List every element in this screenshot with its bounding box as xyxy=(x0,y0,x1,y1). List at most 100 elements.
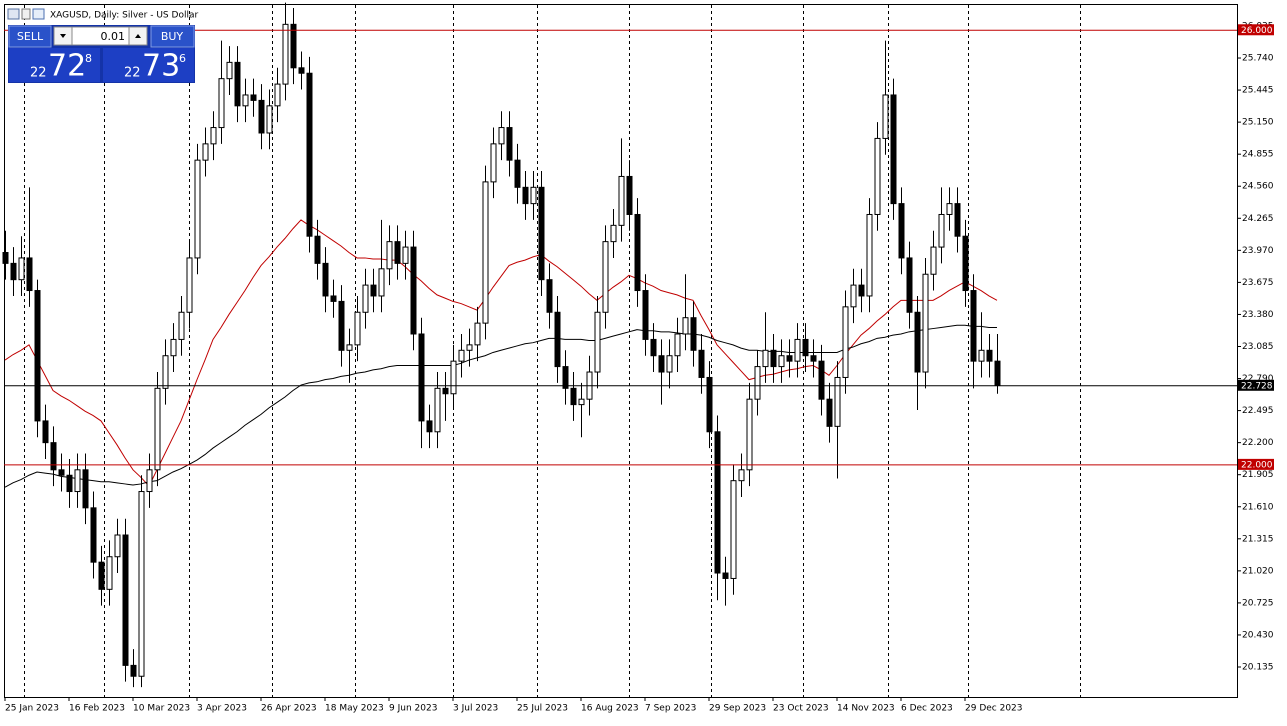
candle-body xyxy=(890,94,897,205)
y-tick-label: 20.135 xyxy=(1242,663,1274,673)
sell-button[interactable] xyxy=(8,25,52,48)
candle-body xyxy=(538,186,545,281)
candle-body xyxy=(202,143,209,161)
candle-body xyxy=(570,387,577,406)
candle-body xyxy=(922,273,929,373)
candle-body xyxy=(898,203,905,259)
sell-label[interactable]: SELL xyxy=(17,30,44,43)
x-tick-label: 25 Jul 2023 xyxy=(517,704,568,714)
candle-body xyxy=(2,252,9,264)
candle-body xyxy=(98,561,105,590)
candle-body xyxy=(946,203,953,215)
candle-body xyxy=(282,23,289,85)
buy-label[interactable]: BUY xyxy=(161,30,184,43)
bid-big: 72 xyxy=(48,49,86,84)
candle-body xyxy=(674,333,681,357)
y-tick-label: 24.560 xyxy=(1242,182,1274,192)
y-tick-label: 23.380 xyxy=(1242,310,1274,320)
candle-body xyxy=(426,420,433,433)
candle-body xyxy=(66,474,73,493)
candle-body xyxy=(506,127,513,161)
ask-small: 6 xyxy=(179,52,186,65)
candle-body xyxy=(498,127,505,145)
icon xyxy=(21,8,31,20)
candle-body xyxy=(938,213,945,248)
candle-body xyxy=(794,338,801,362)
candle-body xyxy=(882,94,889,139)
candle-body xyxy=(194,159,201,259)
candle-body xyxy=(914,311,921,373)
candle-body xyxy=(226,61,233,80)
symbol-title: XAGUSD, Daily: Silver - US Dollar xyxy=(50,11,198,21)
candle-body xyxy=(866,213,873,297)
candle-body xyxy=(10,262,17,281)
candle-body xyxy=(714,431,721,574)
bid-box[interactable] xyxy=(9,48,100,82)
buy-button[interactable] xyxy=(150,25,195,48)
candle-body xyxy=(818,360,825,400)
candle-body xyxy=(682,317,689,335)
y-tick-label: 22.495 xyxy=(1242,406,1274,416)
candle-body xyxy=(266,105,273,134)
candle-body xyxy=(634,213,641,292)
x-tick-label: 23 Oct 2023 xyxy=(773,704,829,714)
candle-body xyxy=(618,175,625,226)
x-tick-label: 10 Mar 2023 xyxy=(133,704,190,714)
candle-body xyxy=(962,235,969,292)
candle-body xyxy=(954,203,961,237)
x-tick-label: 26 Apr 2023 xyxy=(261,704,317,714)
candle-body xyxy=(26,257,33,292)
candle-body xyxy=(290,23,297,69)
candle-body xyxy=(626,175,633,215)
candle-body xyxy=(154,387,161,471)
candle-body xyxy=(346,344,353,351)
candle-body xyxy=(530,186,537,205)
candle-body xyxy=(730,480,737,579)
moving-average xyxy=(4,219,998,487)
ask-big: 73 xyxy=(142,49,180,84)
candle-body xyxy=(658,355,665,373)
candle-body xyxy=(386,241,393,270)
candle-body xyxy=(650,338,657,357)
candle-body xyxy=(306,72,313,237)
candle-body xyxy=(82,469,89,509)
candle-body xyxy=(378,268,385,297)
candle-body xyxy=(106,556,113,590)
candle-body xyxy=(42,420,49,444)
candle-body xyxy=(418,333,425,422)
candle-body xyxy=(738,469,745,482)
header: XAGUSD, Daily: Silver - US Dollar xyxy=(7,8,198,21)
candle-body xyxy=(522,186,529,205)
candle-body xyxy=(746,398,753,471)
ask-box[interactable] xyxy=(103,48,194,82)
candle-body xyxy=(298,67,305,74)
candle-body xyxy=(562,366,569,389)
candle-body xyxy=(234,61,241,107)
candle-body xyxy=(762,349,769,368)
candle-body xyxy=(602,241,609,313)
candle-body xyxy=(554,311,561,368)
candle-body xyxy=(482,181,489,324)
candle-body xyxy=(642,290,649,340)
candle-body xyxy=(978,349,985,362)
candle-body xyxy=(274,83,281,107)
candle-body xyxy=(130,664,137,677)
candle-body xyxy=(50,442,57,471)
trade-panel: SELL 0.01 BUY 22 72 8 22 73 6 xyxy=(8,25,195,84)
candle-body xyxy=(210,127,217,145)
candle-body xyxy=(402,246,409,264)
y-tick-label: 23.970 xyxy=(1242,246,1274,256)
level-label-box xyxy=(1238,379,1274,391)
y-tick-label: 21.905 xyxy=(1242,470,1274,480)
y-tick-label: 22.200 xyxy=(1242,438,1274,448)
candle-body xyxy=(722,572,729,579)
y-tick-label: 24.265 xyxy=(1242,214,1274,224)
level-label: 26.000 xyxy=(1241,26,1273,36)
candle-body xyxy=(354,311,361,346)
y-tick-label: 23.085 xyxy=(1242,342,1274,352)
candle-body xyxy=(802,338,809,357)
y-tick-label: 24.855 xyxy=(1242,150,1274,160)
lot-value[interactable]: 0.01 xyxy=(101,30,126,43)
y-tick-label: 21.315 xyxy=(1242,534,1274,544)
